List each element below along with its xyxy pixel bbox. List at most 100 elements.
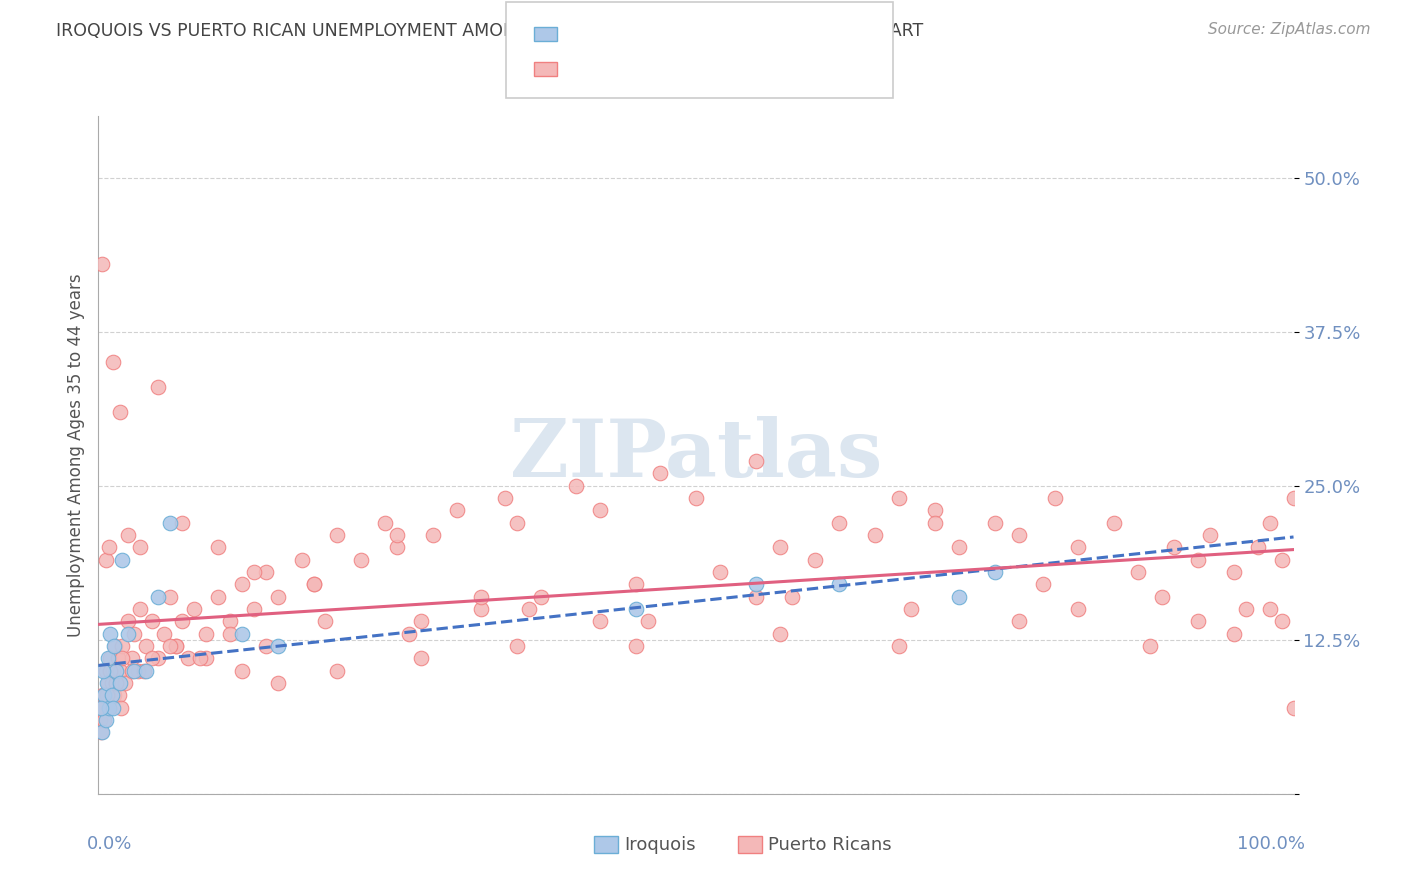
Point <box>98 664 122 678</box>
Point <box>291 552 314 566</box>
Point <box>984 516 1007 530</box>
Point <box>1187 615 1209 629</box>
Point <box>129 602 152 616</box>
Point <box>98 700 121 714</box>
Point <box>517 602 540 616</box>
Point <box>626 577 648 591</box>
Point <box>103 639 125 653</box>
Point <box>1223 626 1246 640</box>
Point <box>948 590 970 604</box>
Point <box>1008 528 1031 542</box>
Point <box>745 454 768 468</box>
Point <box>135 664 157 678</box>
Point <box>129 541 152 555</box>
Point <box>1163 541 1185 555</box>
Point <box>506 516 529 530</box>
Point <box>90 700 112 714</box>
Point <box>159 516 181 530</box>
Point <box>243 565 266 579</box>
Point <box>1199 528 1222 542</box>
Point <box>385 528 409 542</box>
Point <box>96 688 118 702</box>
Point <box>107 651 129 665</box>
Text: Source: ZipAtlas.com: Source: ZipAtlas.com <box>1208 22 1371 37</box>
Point <box>98 626 122 640</box>
Point <box>267 639 290 653</box>
Point <box>1008 615 1031 629</box>
Point <box>207 590 229 604</box>
Point <box>141 651 163 665</box>
Point <box>411 615 433 629</box>
Point <box>111 552 134 566</box>
Point <box>889 639 911 653</box>
Point <box>132 664 155 678</box>
Point <box>1271 615 1294 629</box>
Point <box>219 615 242 629</box>
Point <box>1247 541 1270 555</box>
Point <box>626 602 648 616</box>
Point <box>93 688 115 702</box>
Point <box>626 639 648 653</box>
Point <box>1139 639 1161 653</box>
Point <box>374 516 396 530</box>
Point <box>470 590 492 604</box>
Point <box>302 577 325 591</box>
Text: 0.130: 0.130 <box>603 25 659 43</box>
Point <box>97 676 120 690</box>
Point <box>326 664 349 678</box>
Point <box>101 355 124 369</box>
Point <box>124 664 146 678</box>
Point <box>159 590 181 604</box>
Point <box>506 639 529 653</box>
Text: IROQUOIS VS PUERTO RICAN UNEMPLOYMENT AMONG AGES 35 TO 44 YEARS CORRELATION CHAR: IROQUOIS VS PUERTO RICAN UNEMPLOYMENT AM… <box>56 22 924 40</box>
Point <box>530 590 553 604</box>
Point <box>108 405 131 419</box>
Point <box>91 725 114 739</box>
Point <box>1067 602 1090 616</box>
Point <box>1223 565 1246 579</box>
Y-axis label: Unemployment Among Ages 35 to 44 years: Unemployment Among Ages 35 to 44 years <box>66 273 84 637</box>
Point <box>177 651 200 665</box>
Text: R =: R = <box>568 60 607 78</box>
Point <box>1282 700 1305 714</box>
Point <box>267 676 290 690</box>
Point <box>565 479 588 493</box>
Point <box>165 639 187 653</box>
Point <box>254 565 277 579</box>
Point <box>105 664 128 678</box>
Text: N =: N = <box>655 25 707 43</box>
Point <box>91 700 114 714</box>
Point <box>195 651 218 665</box>
Point <box>1187 552 1209 566</box>
Point <box>398 626 420 640</box>
Point <box>411 651 433 665</box>
Point <box>1067 541 1090 555</box>
Point <box>924 516 946 530</box>
Point <box>1104 516 1126 530</box>
Point <box>159 639 181 653</box>
Text: Iroquois: Iroquois <box>624 836 696 854</box>
Point <box>111 639 134 653</box>
Point <box>768 541 790 555</box>
Point <box>141 615 163 629</box>
Point <box>948 541 970 555</box>
Point <box>121 651 143 665</box>
Point <box>94 664 117 678</box>
Point <box>745 577 768 591</box>
Point <box>865 528 887 542</box>
Point <box>1152 590 1174 604</box>
Point <box>183 602 205 616</box>
Text: N =: N = <box>655 60 707 78</box>
Point <box>685 491 707 505</box>
Point <box>148 590 170 604</box>
Text: Puerto Ricans: Puerto Ricans <box>768 836 891 854</box>
Point <box>124 626 146 640</box>
Point <box>1032 577 1054 591</box>
Point <box>90 700 112 714</box>
Point <box>101 700 124 714</box>
Point <box>828 577 851 591</box>
Point <box>326 528 349 542</box>
Point <box>254 639 277 653</box>
Point <box>105 676 128 690</box>
Point <box>117 626 139 640</box>
